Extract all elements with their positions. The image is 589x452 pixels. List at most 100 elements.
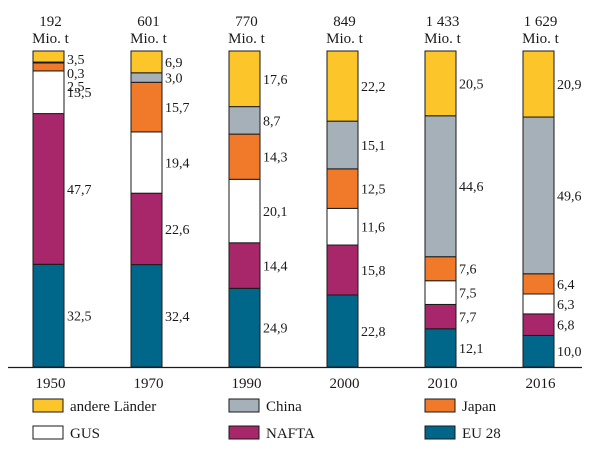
segment-label-andere-l-nder-1990: 17,6 xyxy=(263,73,288,88)
segment-label-andere-l-nder-2016: 20,9 xyxy=(557,78,582,93)
total-value-1970: 601 xyxy=(137,14,160,30)
bar-segment-gus-1970 xyxy=(130,131,163,194)
x-tick-label-2016: 2016 xyxy=(526,376,557,392)
segment-label-andere-l-nder-2010: 20,5 xyxy=(459,77,484,92)
segment-label-andere-l-nder-1970: 6,9 xyxy=(165,56,183,71)
bar-segment-china-2016 xyxy=(522,116,555,275)
legend-item-japan: Japan xyxy=(424,398,497,415)
bar-segment-andere-l-nder-2016 xyxy=(522,50,555,118)
legend-label-china: China xyxy=(266,399,302,415)
segment-label-nafta-2016: 6,8 xyxy=(557,319,575,334)
segment-label-gus-2000: 11,6 xyxy=(361,221,385,236)
legend-item-nafta: NAFTA xyxy=(228,425,315,442)
bar-segment-andere-l-nder-1970 xyxy=(130,50,163,74)
bar-segment-gus-2000 xyxy=(326,207,359,246)
segment-label-japan-2010: 7,6 xyxy=(459,263,477,278)
segment-label-gus-1970: 19,4 xyxy=(165,157,190,172)
bar-segment-china-1970 xyxy=(130,72,163,83)
legend-swatch-japan xyxy=(424,398,456,413)
bar-segment-japan-2000 xyxy=(326,168,359,209)
bar-segment-nafta-1970 xyxy=(130,192,163,266)
segment-label-eu-28-2010: 12,1 xyxy=(459,342,484,357)
bar-segment-eu-28-2000 xyxy=(326,294,359,368)
bar-segment-gus-1950 xyxy=(32,70,65,115)
bar-segment-eu-28-1950 xyxy=(32,263,65,368)
segment-label-nafta-2010: 7,7 xyxy=(459,311,477,326)
segment-label-china-2000: 15,1 xyxy=(361,139,386,154)
total-unit-2000: Mio. t xyxy=(326,31,364,47)
segment-labels-group: 32,5 47,7 13,52,50,33,5 32,4 22,6 19,4 15,7 3,0… xyxy=(67,53,582,360)
bar-segment-eu-28-2016 xyxy=(522,334,555,368)
segment-label-eu-28-1950: 32,5 xyxy=(67,310,92,325)
x-tick-label-2010: 2010 xyxy=(428,376,458,392)
segment-label-eu-28-2016: 10,0 xyxy=(557,345,582,360)
segment-label-nafta-1970: 22,6 xyxy=(165,223,190,238)
bar-segment-gus-2016 xyxy=(522,293,555,315)
legend: andere Länder China Japan GUS NAFTA EU 28 xyxy=(32,398,501,442)
bar-segment-eu-28-1970 xyxy=(130,264,163,368)
total-value-2000: 849 xyxy=(333,14,356,30)
segment-label-eu-28-2000: 22,8 xyxy=(361,325,386,340)
segment-label-eu-28-1990: 24,9 xyxy=(263,322,288,337)
segment-label-japan-1970: 15,7 xyxy=(165,101,190,116)
legend-item-gus: GUS xyxy=(32,425,100,442)
legend-swatch-gus xyxy=(32,425,64,440)
segment-label-nafta-2000: 15,8 xyxy=(361,264,386,279)
bar-segment-andere-l-nder-2010 xyxy=(424,50,457,117)
bar-segment-nafta-2016 xyxy=(522,313,555,336)
x-tick-label-2000: 2000 xyxy=(330,376,360,392)
bar-segment-gus-2010 xyxy=(424,280,457,305)
bar-segment-japan-2016 xyxy=(522,273,555,295)
bar-segment-china-1990 xyxy=(228,106,261,135)
legend-swatch-china xyxy=(228,398,260,413)
total-value-2016: 1 629 xyxy=(524,14,558,30)
legend-item-eu-28: EU 28 xyxy=(424,425,501,442)
segment-label-gus-1950: 13,5 xyxy=(67,86,92,101)
segment-label-china-1970: 3,0 xyxy=(165,72,183,87)
bars-group xyxy=(32,50,555,368)
bar-segment-andere-l-nder-2000 xyxy=(326,50,359,122)
legend-item-china: China xyxy=(228,398,302,415)
total-value-1950: 192 xyxy=(39,14,62,30)
legend-swatch-eu-28 xyxy=(424,425,456,440)
segment-label-japan-2000: 12,5 xyxy=(361,183,386,198)
segment-label-china-2016: 49,6 xyxy=(557,189,582,204)
segment-label-china-1990: 8,7 xyxy=(263,114,281,129)
bar-segment-japan-2010 xyxy=(424,256,457,282)
total-value-2010: 1 433 xyxy=(426,14,460,30)
x-tick-label-1970: 1970 xyxy=(134,376,164,392)
bar-segment-eu-28-2010 xyxy=(424,328,457,368)
bar-segment-china-2000 xyxy=(326,120,359,170)
segment-label-japan-1950: 2,5 xyxy=(67,80,85,95)
bar-segment-nafta-2000 xyxy=(326,244,359,296)
bar-segment-japan-1950 xyxy=(32,62,65,72)
segment-label-eu-28-1970: 32,4 xyxy=(165,310,190,325)
total-unit-1990: Mio. t xyxy=(228,31,266,47)
legend-label-japan: Japan xyxy=(462,399,497,415)
legend-label-andere-l-nder: andere Länder xyxy=(70,399,156,415)
bar-segment-nafta-1990 xyxy=(228,242,261,289)
legend-swatch-nafta xyxy=(228,425,260,440)
bar-segment-japan-1970 xyxy=(130,81,163,133)
segment-label-gus-1990: 20,1 xyxy=(263,205,288,220)
total-value-1990: 770 xyxy=(235,14,258,30)
total-unit-2010: Mio. t xyxy=(424,31,462,47)
segment-label-japan-1990: 14,3 xyxy=(263,151,288,166)
bar-segment-japan-1990 xyxy=(228,133,261,180)
legend-item-andere-l-nder: andere Länder xyxy=(32,398,156,415)
segment-label-china-1950: 0,3 xyxy=(67,67,85,82)
bar-segment-andere-l-nder-1990 xyxy=(228,50,261,108)
total-unit-1950: Mio. t xyxy=(32,31,70,47)
total-unit-1970: Mio. t xyxy=(130,31,168,47)
x-tick-label-1950: 1950 xyxy=(36,376,66,392)
legend-label-eu-28: EU 28 xyxy=(462,426,501,442)
x-tick-label-1990: 1990 xyxy=(232,376,262,392)
total-unit-2016: Mio. t xyxy=(522,31,560,47)
segment-label-nafta-1990: 14,4 xyxy=(263,260,288,275)
bar-segment-andere-l-nder-1950 xyxy=(32,50,65,63)
segment-label-china-2010: 44,6 xyxy=(459,180,484,195)
bar-segment-gus-1990 xyxy=(228,178,261,244)
segment-label-andere-l-nder-2000: 22,2 xyxy=(361,80,386,95)
